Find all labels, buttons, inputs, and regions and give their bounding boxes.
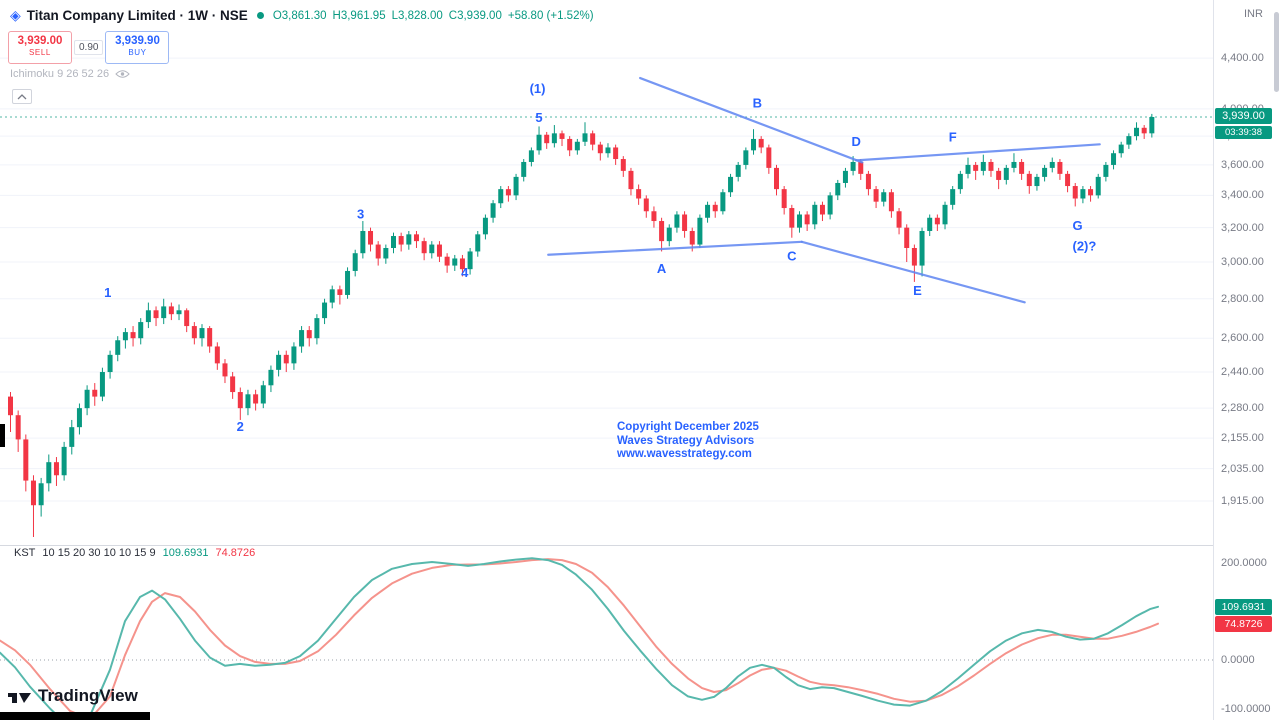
svg-text:F: F [949, 130, 957, 145]
axis-divider [1213, 0, 1214, 720]
ohlc-change: +58.80 (+1.52%) [507, 9, 594, 22]
svg-text:(2)?: (2)? [1073, 238, 1097, 253]
kst-value: 109.6931 [162, 547, 209, 559]
price-axis-tick: 3,400.00 [1221, 189, 1264, 202]
svg-text:E: E [913, 283, 922, 298]
buy-price: 3,939.90 [115, 35, 160, 47]
svg-text:3: 3 [357, 206, 364, 221]
svg-text:C: C [787, 249, 797, 264]
chart-annotation-copyright: Copyright December 2025 Waves Strategy A… [617, 421, 759, 462]
copyright-line-1: Copyright December 2025 [617, 421, 759, 433]
price-axis-tick: 2,800.00 [1221, 292, 1264, 305]
price-axis-tick: 2,440.00 [1221, 366, 1264, 379]
svg-text:B: B [753, 96, 762, 111]
market-status-dot[interactable] [256, 12, 264, 19]
sell-label: SELL [29, 48, 51, 57]
scrollbar-track[interactable] [1273, 0, 1280, 720]
svg-text:2: 2 [237, 419, 244, 434]
svg-text:G: G [1072, 218, 1082, 233]
price-axis[interactable]: INR 4,400.004,000.003,800.003,600.003,40… [1214, 0, 1273, 720]
kst-signal-value: 74.8726 [215, 547, 256, 559]
kst-axis-tick: -100.0000 [1221, 702, 1271, 715]
svg-text:(1): (1) [530, 81, 546, 96]
ichimoku-label: Ichimoku 9 26 52 26 [10, 68, 110, 80]
last-price-badge: 3,939.00 [1215, 108, 1272, 124]
currency-label: INR [1244, 8, 1263, 20]
svg-text:1: 1 [104, 285, 111, 300]
price-axis-tick: 3,200.00 [1221, 221, 1264, 234]
copyright-line-2: Waves Strategy Advisors [617, 434, 755, 447]
kst-signal-badge: 74.8726 [1215, 615, 1272, 632]
buy-button[interactable]: 3,939.90 BUY [105, 31, 170, 64]
price-chart-canvas[interactable]: 1 2 3 4 5 (1) A B C D E F G (2)? [0, 0, 1213, 546]
kst-title: KST [14, 547, 36, 559]
kst-value-badge: 109.6931 [1215, 598, 1272, 615]
symbol-title[interactable]: Titan Company Limited · 1W · NSE [26, 8, 248, 23]
symbol-header: ◈ Titan Company Limited · 1W · NSE O3,86… [10, 7, 594, 24]
ohlc-low: L3,828.00 [391, 9, 443, 22]
price-axis-tick: 4,400.00 [1221, 52, 1264, 65]
price-axis-tick: 2,600.00 [1221, 332, 1264, 345]
order-panel: 3,939.00 SELL 0.90 3,939.90 BUY [8, 31, 170, 64]
svg-text:D: D [851, 134, 860, 149]
price-axis-tick: 2,280.00 [1221, 402, 1264, 415]
pane-divider[interactable] [0, 545, 1273, 546]
price-axis-tick: 2,035.00 [1221, 462, 1264, 475]
buy-label: BUY [128, 48, 147, 57]
svg-text:A: A [657, 261, 667, 276]
eye-icon[interactable] [115, 69, 130, 79]
kst-axis-tick: 200.0000 [1221, 557, 1267, 569]
svg-text:4: 4 [461, 265, 469, 280]
tradingview-logo-icon [8, 693, 31, 703]
ohlc-close: C3,939.00 [448, 9, 502, 22]
left-edge-artifact [0, 424, 5, 447]
kst-params: 10 15 20 30 10 10 15 9 [42, 547, 156, 559]
sell-price: 3,939.00 [17, 35, 63, 47]
ohlc-high: H3,961.95 [332, 9, 386, 22]
scrollbar-thumb[interactable] [1274, 12, 1279, 92]
copyright-line-3: www.wavesstrategy.com [617, 448, 752, 460]
svg-text:5: 5 [535, 110, 542, 125]
price-axis-tick: 3,600.00 [1221, 158, 1264, 171]
bottom-left-bar [0, 712, 150, 720]
tradingview-brand-text: TradingView [38, 686, 138, 705]
instrument-logo-icon: ◈ [10, 7, 21, 23]
bar-countdown-badge: 03:39:38 [1215, 126, 1272, 139]
collapse-legend-button[interactable] [12, 89, 32, 104]
price-axis-tick: 1,915.00 [1221, 495, 1264, 508]
spread-value: 0.90 [74, 40, 104, 55]
price-axis-tick: 2,155.00 [1221, 432, 1264, 445]
kst-axis-tick: 0.0000 [1221, 654, 1255, 666]
ohlc-open: O3,861.30 [272, 9, 327, 22]
tradingview-logo[interactable]: TradingView [8, 686, 138, 706]
kst-legend[interactable]: KST 10 15 20 30 10 10 15 9 109.6931 74.8… [14, 547, 255, 559]
chevron-up-icon [17, 93, 27, 99]
sell-button[interactable]: 3,939.00 SELL [8, 31, 72, 64]
kst-indicator-canvas[interactable] [0, 545, 1213, 720]
price-axis-tick: 3,000.00 [1221, 256, 1264, 268]
indicator-legend-ichimoku[interactable]: Ichimoku 9 26 52 26 [10, 68, 130, 80]
